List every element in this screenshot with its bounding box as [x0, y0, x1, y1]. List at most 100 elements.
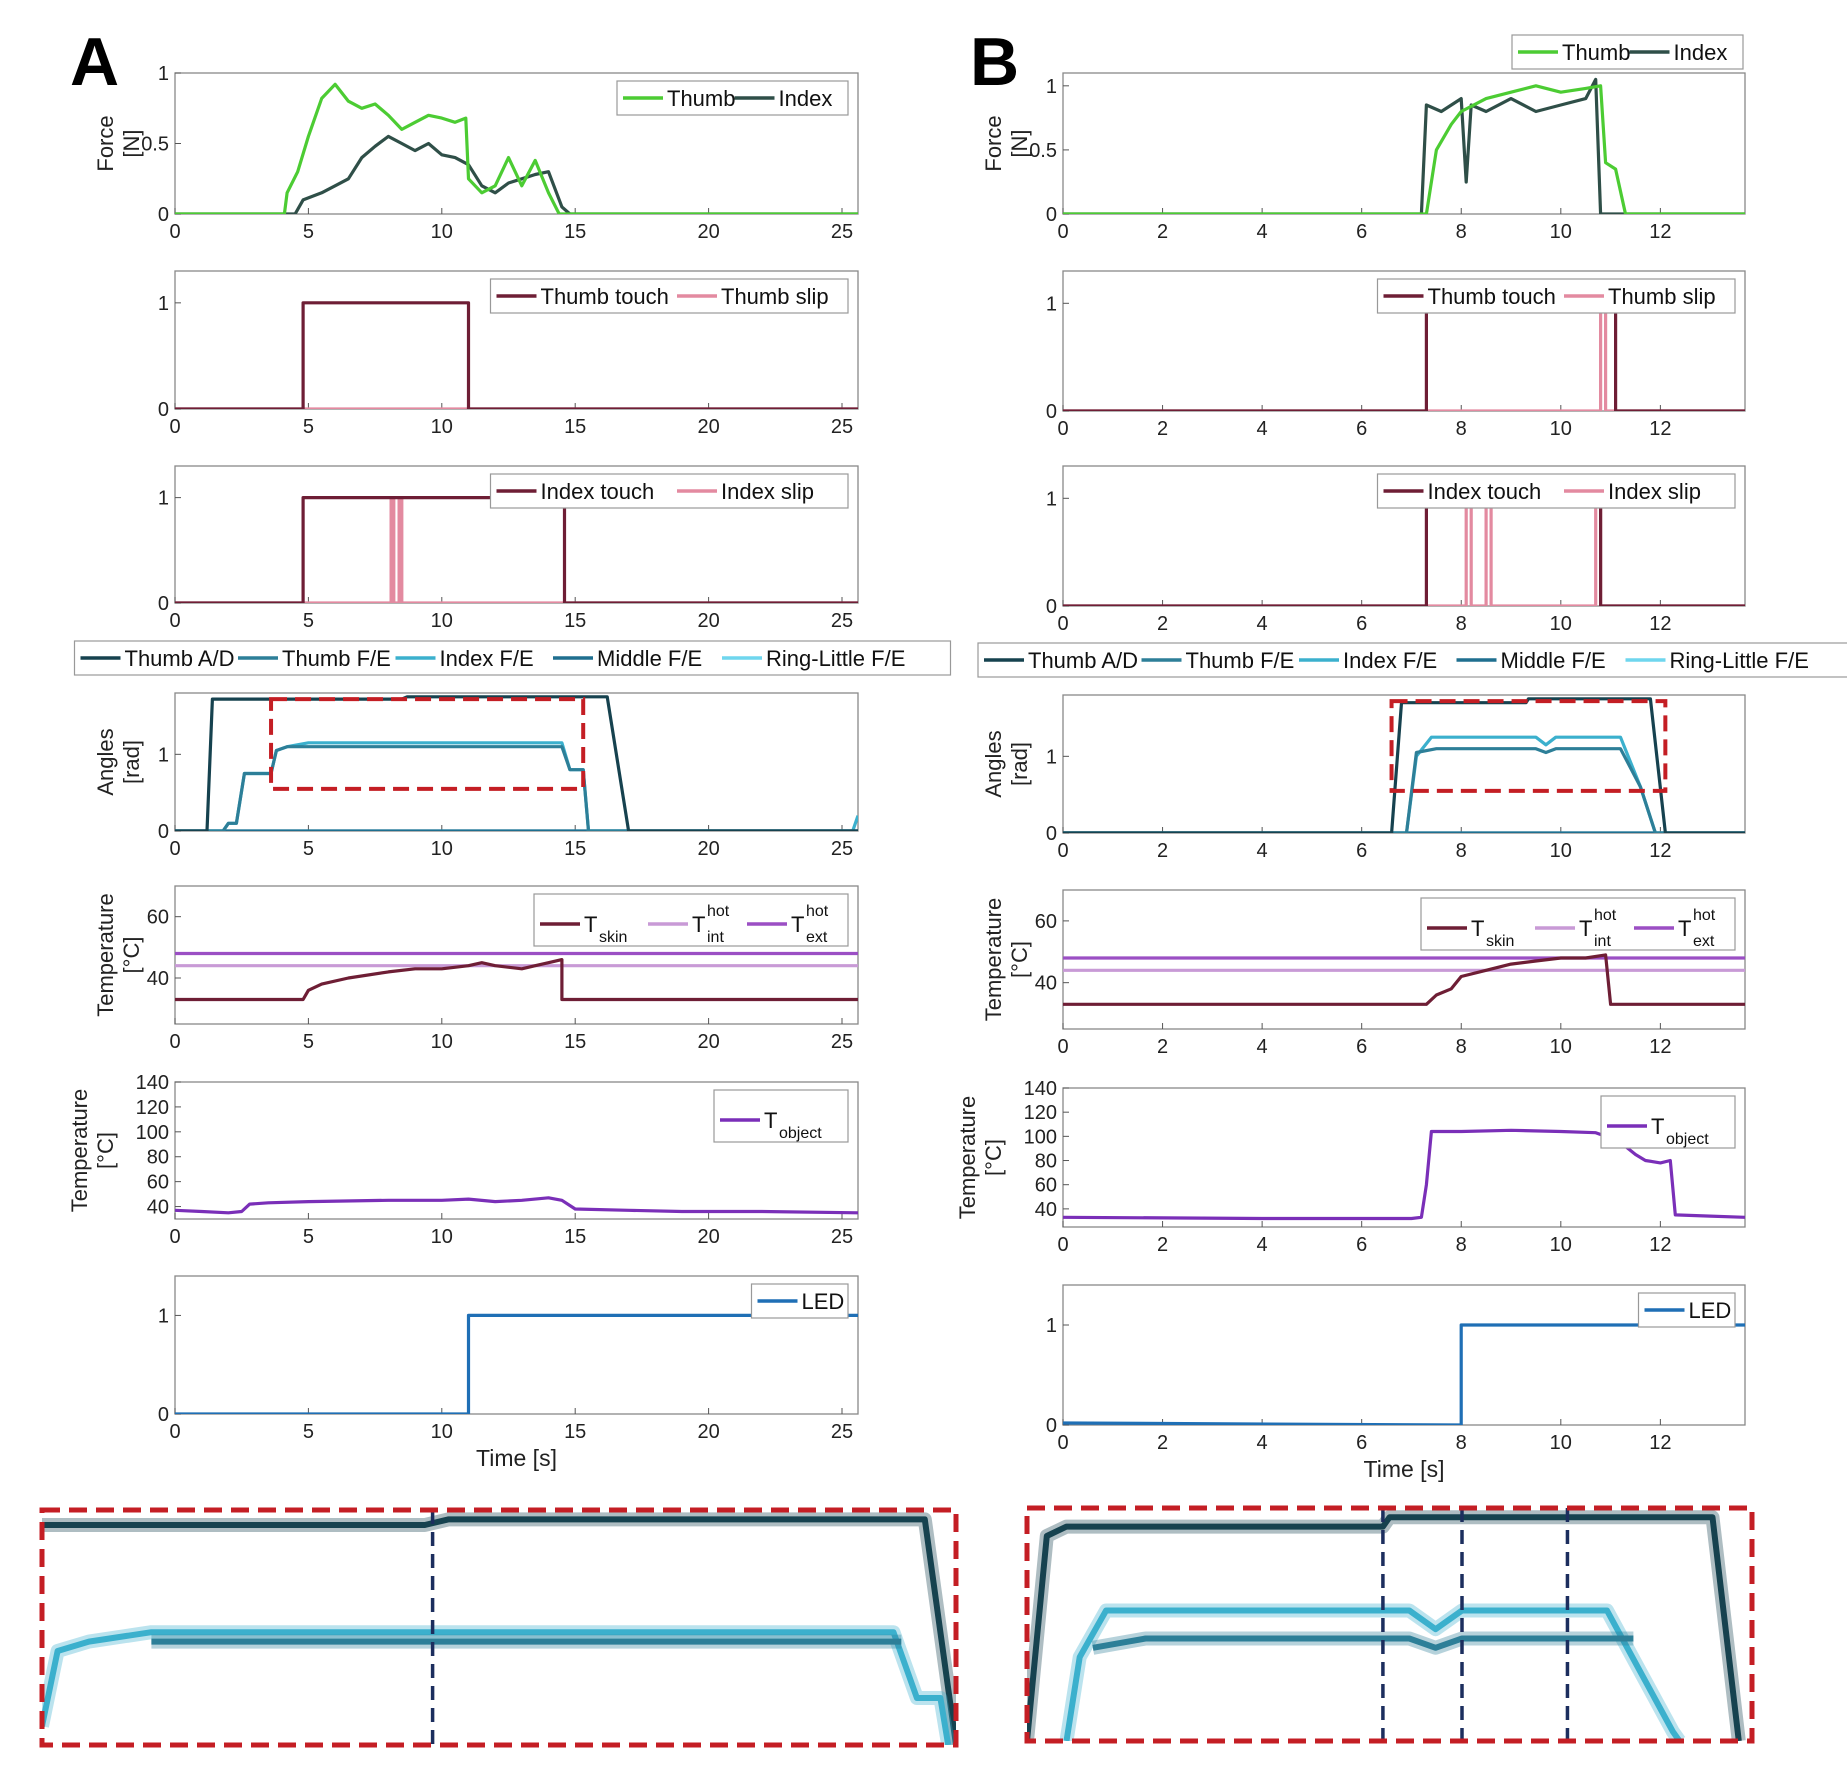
series-group: [175, 496, 858, 603]
x-tick-label: 25: [831, 1031, 853, 1053]
legend-box: [489, 278, 849, 314]
x-tick-label: 6: [1356, 1234, 1367, 1256]
x-tick-label: 6: [1356, 840, 1367, 862]
legend-label: Index F/E: [440, 646, 534, 671]
x-tick-label: 10: [431, 838, 453, 860]
series-line-thumb-f-e: [1063, 747, 1745, 833]
x-tick-label: 10: [431, 1421, 453, 1443]
x-tick-label: 10: [431, 1226, 453, 1248]
y-axis-label: Angles: [93, 728, 118, 795]
x-tick-label: 12: [1649, 840, 1671, 862]
zoom-glow-index-f-e: [1059, 1603, 1686, 1741]
x-tick-label: 5: [303, 416, 314, 438]
legend-label: T: [1471, 916, 1484, 941]
x-tick-label: 12: [1649, 613, 1671, 635]
y-tick-label: 0: [158, 1404, 169, 1426]
x-tick-label: 0: [169, 1226, 180, 1248]
series-line-thumb-touch: [175, 301, 858, 409]
y-tick-label: 40: [147, 968, 169, 990]
chart-B-force: 0 2 4 6 8 10 12 0 0.5 1 Force [N] Thumb Index: [981, 34, 1746, 243]
y-axis-label: Force: [93, 115, 118, 171]
x-tick-label: 4: [1257, 1036, 1268, 1058]
legend-box: [489, 473, 849, 509]
legend-B-thumb-contact: Thumb touch Thumb slip: [1376, 278, 1736, 314]
plot-area-A-angles: [174, 692, 859, 832]
panel-label-a: A: [70, 24, 119, 100]
x-tick-label: 0: [1057, 1234, 1068, 1256]
x-tick-label: 25: [831, 1226, 853, 1248]
legend-A-force: Thumb Index: [616, 80, 849, 116]
legend-superscript: hot: [1594, 907, 1617, 924]
legend-B-angles: Thumb A/D Thumb F/E Index F/E Middle F/E Rin…: [977, 642, 1847, 678]
x-tick-label: 6: [1356, 1432, 1367, 1454]
x-tick-label: 4: [1257, 613, 1268, 635]
legend-subscript: int: [1594, 933, 1611, 950]
legend-label: Index F/E: [1343, 648, 1437, 673]
x-tick-label: 10: [1550, 1432, 1572, 1454]
legend-box: [977, 642, 1847, 678]
x-tick-label: 10: [431, 610, 453, 632]
zoom-line-thumb-a-d: [42, 1516, 956, 1745]
x-tick-label: 10: [1550, 418, 1572, 440]
legend-superscript: hot: [707, 903, 730, 920]
legend-subscript: ext: [1693, 933, 1715, 950]
legend-label: LED: [802, 1289, 845, 1314]
series-line-thumb-f-e: [175, 745, 858, 831]
legend-subscript: skin: [1486, 933, 1514, 950]
chart-A-thumb-contact: 0 5 10 15 20 25 0 1 Thumb touch Thumb slip: [158, 270, 859, 438]
series-line-t-skin: [175, 958, 858, 1002]
x-tick-label: 4: [1257, 840, 1268, 862]
legend-label: Thumb slip: [1608, 284, 1716, 309]
legend-label: T: [791, 912, 804, 937]
x-tick-label: 8: [1456, 840, 1467, 862]
legend-label: Index touch: [1428, 479, 1542, 504]
x-tick-label: 20: [697, 1031, 719, 1053]
legend-label: Thumb F/E: [282, 646, 391, 671]
chart-A-index-contact: 0 5 10 15 20 25 0 1 Index touch Index slip: [158, 465, 859, 632]
y-tick-label: 0: [158, 399, 169, 421]
x-tick-label: 25: [831, 221, 853, 243]
y-axis-label: Temperature: [67, 1089, 92, 1213]
y-tick-label: 60: [1035, 1175, 1057, 1197]
x-tick-label: 20: [697, 610, 719, 632]
chart-B-led: 0 2 4 6 8 10 12 0 1 Time [s] LED: [1046, 1284, 1746, 1482]
x-tick-label: 15: [564, 1421, 586, 1443]
x-tick-label: 4: [1257, 221, 1268, 243]
x-tick-label: 6: [1356, 613, 1367, 635]
series-line-thumb: [1063, 84, 1745, 214]
zoom-line-thumb-a-d: [1027, 1514, 1742, 1741]
x-tick-label: 6: [1356, 221, 1367, 243]
y-axis-unit: [rad]: [1007, 742, 1032, 786]
x-tick-label: 2: [1157, 1432, 1168, 1454]
series-group: [1063, 1323, 1745, 1425]
y-tick-label: 0.5: [141, 134, 169, 156]
zoom-glow-index-f-e: [42, 1625, 956, 1745]
legend-label: T: [692, 912, 705, 937]
x-tick-label: 4: [1257, 1432, 1268, 1454]
legend-label: T: [584, 912, 597, 937]
x-tick-label: 6: [1356, 418, 1367, 440]
plot-area-B-object: [1062, 1087, 1746, 1228]
x-tick-label: 0: [169, 610, 180, 632]
legend-box: [533, 893, 849, 947]
series-group: [175, 82, 858, 214]
x-tick-label: 0: [1057, 840, 1068, 862]
y-tick-label: 40: [1035, 973, 1057, 995]
y-tick-label: 1: [158, 63, 169, 85]
x-tick-label: 6: [1356, 1036, 1367, 1058]
legend-A-thumb-contact: Thumb touch Thumb slip: [489, 278, 849, 314]
y-tick-label: 120: [136, 1097, 169, 1119]
legend-label: Thumb: [667, 86, 735, 111]
chart-B-angles: 0 2 4 6 8 10 12 0 1 Angles [rad] Thumb A/D Thumb F/E…: [977, 642, 1847, 862]
legend-subscript: object: [779, 1125, 822, 1142]
x-tick-label: 15: [564, 416, 586, 438]
x-tick-label: 10: [431, 221, 453, 243]
series-group: [175, 951, 858, 1002]
legend-box: [1420, 897, 1736, 951]
